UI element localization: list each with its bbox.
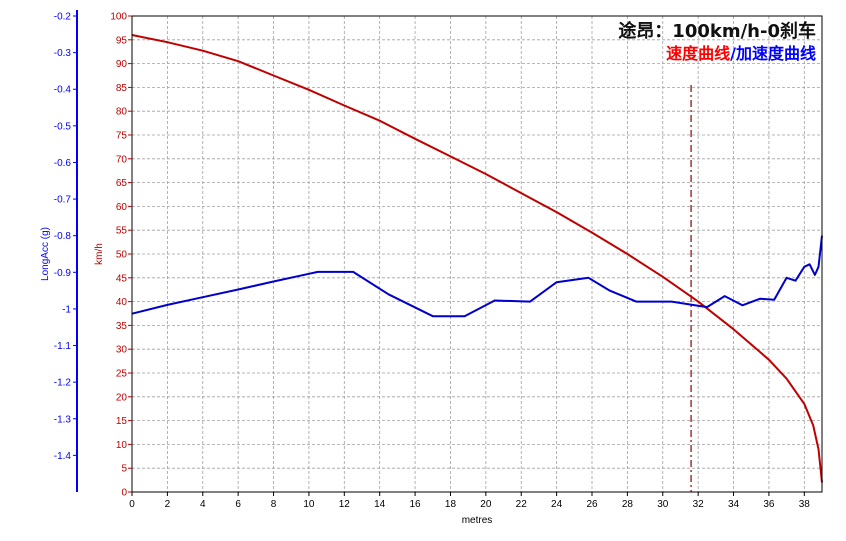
x-axis-tick-label: 6	[235, 499, 241, 510]
accel-axis-tick-label: -1.2	[54, 378, 72, 389]
left-axis-title: LongAcc (g)	[40, 227, 51, 281]
x-axis-tick-label: 26	[586, 499, 598, 510]
speed-axis-tick-label: 70	[116, 154, 128, 165]
speed-axis-tick-label: 25	[116, 369, 128, 380]
speed-axis-tick-label: 80	[116, 107, 128, 118]
grid	[132, 16, 822, 492]
x-axis-tick-label: 0	[129, 499, 135, 510]
speed-axis-tick-label: 5	[121, 464, 127, 475]
accel-axis-tick-label: -0.6	[54, 158, 72, 169]
x-axis-tick-label: 10	[303, 499, 315, 510]
accel-axis-tick-label: -0.8	[54, 231, 72, 242]
speed-series-line	[131, 34, 823, 483]
subtitle-speed-curve: 速度曲线	[666, 44, 730, 63]
x-axis-tick-label: 30	[657, 499, 669, 510]
speed-axis-tick-label: 75	[116, 131, 128, 142]
series-group	[131, 34, 823, 483]
speed-axis-tick-label: 15	[116, 416, 128, 427]
x-axis-tick-label: 28	[622, 499, 634, 510]
speed-axis-tick-label: 65	[116, 178, 128, 189]
x-axis-tick-label: 36	[763, 499, 775, 510]
x-axis-tick-label: 34	[728, 499, 740, 510]
x-axis: 0 2 4 6 8 10 12 14 16 18 20 22 24 26 28 30 32 34 36 38	[129, 492, 810, 510]
accel-axis-tick-label: -1.4	[54, 451, 72, 462]
accel-axis-tick-label: -0.2	[54, 12, 72, 23]
accel-axis-tick-label: -1.3	[54, 414, 72, 425]
subtitle-separator: /	[730, 44, 736, 63]
speed-axis-tick-label: 85	[116, 83, 128, 94]
x-axis-tick-label: 32	[693, 499, 705, 510]
right-axis-title: km/h	[94, 243, 105, 265]
speed-axis-tick-label: 60	[116, 202, 128, 213]
accel-axis-tick-label: -1.1	[54, 341, 72, 352]
speed-axis-tick-label: 20	[116, 392, 128, 403]
right-axis: 0 5 10 15 20 25 30 35 40 45 50 55 60 65 70 75 80 85 90 95 10…	[110, 12, 132, 499]
speed-axis-tick-label: 90	[116, 59, 128, 70]
accel-series-line	[131, 235, 823, 318]
x-axis-tick-label: 24	[551, 499, 563, 510]
chart-title: 途昂：100km/h-0刹车	[618, 20, 816, 42]
x-axis-tick-label: 4	[200, 499, 206, 510]
speed-axis-tick-label: 45	[116, 273, 128, 284]
left-axis: -0.2 -0.3 -0.4 -0.5 -0.6 -0.7 -0.8 -0.9 -1 -1.1 -1…	[54, 10, 78, 492]
accel-axis-tick-label: -0.5	[54, 121, 72, 132]
accel-axis-tick-label: -0.9	[54, 268, 72, 279]
speed-axis-tick-label: 100	[110, 12, 127, 23]
x-axis-tick-label: 16	[410, 499, 422, 510]
x-axis-tick-label: 20	[480, 499, 492, 510]
x-axis-tick-label: 2	[165, 499, 171, 510]
accel-axis-tick-label: -1	[62, 304, 71, 315]
speed-axis-tick-label: 10	[116, 440, 128, 451]
speed-axis-tick-label: 35	[116, 321, 128, 332]
speed-axis-tick-label: 95	[116, 35, 128, 46]
subtitle-accel-curve: 加速度曲线	[735, 44, 816, 63]
speed-axis-tick-label: 50	[116, 250, 128, 261]
x-axis-tick-label: 38	[799, 499, 811, 510]
x-axis-tick-label: 18	[445, 499, 457, 510]
accel-axis-tick-label: -0.7	[54, 195, 72, 206]
speed-axis-tick-label: 0	[121, 488, 127, 499]
x-axis-tick-label: 12	[339, 499, 351, 510]
accel-axis-tick-label: -0.4	[54, 85, 72, 96]
x-axis-tick-label: 14	[374, 499, 386, 510]
accel-axis-tick-label: -0.3	[54, 48, 72, 59]
x-axis-tick-label: 22	[516, 499, 528, 510]
chart-subtitle: 速度曲线/加速度曲线	[666, 44, 816, 63]
x-axis-tick-label: 8	[271, 499, 277, 510]
x-axis-title: metres	[462, 515, 493, 526]
speed-axis-tick-label: 30	[116, 345, 128, 356]
speed-axis-tick-label: 40	[116, 297, 128, 308]
speed-axis-tick-label: 55	[116, 226, 128, 237]
